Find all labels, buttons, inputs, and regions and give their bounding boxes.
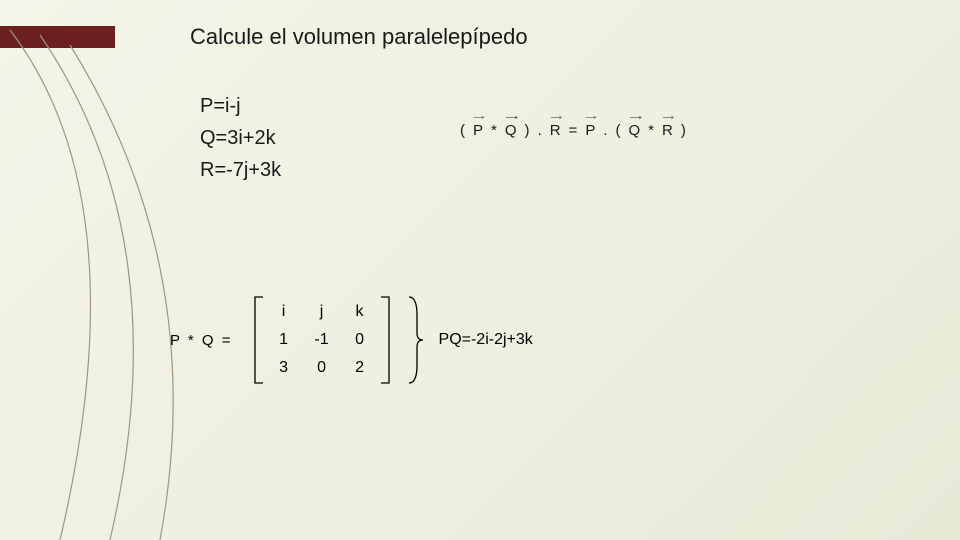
matrix-wrap: i j k 1 -1 0 3 0 2 PQ=-2i-2j+3k [251,295,533,385]
matrix-label: P * Q = [170,332,233,349]
cell-r2c1: 0 [303,359,341,377]
left-bracket-icon [251,295,265,385]
cell-r1c2: 0 [341,331,379,349]
vector-r: R=-7j+3k [200,154,281,186]
cell-r0c2: k [341,303,379,321]
right-bracket-icon [379,295,393,385]
cell-r2c2: 2 [341,359,379,377]
vector-q: Q=3i+2k [200,122,281,154]
matrix-result: PQ=-2i-2j+3k [439,331,533,349]
accent-bar [0,26,115,48]
vector-definitions: P=i-j Q=3i+2k R=-7j+3k [200,90,281,186]
vec-p2: P [585,122,597,139]
vec-r: R [550,122,563,139]
formula-identity: ( P * Q ) . R = P . ( Q * R ) [460,122,688,139]
vector-p: P=i-j [200,90,281,122]
decorative-curves [0,0,260,540]
cell-r1c1: -1 [303,331,341,349]
star: * [491,122,499,139]
rparen2: ) [681,122,688,139]
matrix-expression: P * Q = i j k 1 -1 0 3 0 2 PQ=-2i-2j+3k [170,295,533,385]
cell-r0c0: i [265,303,303,321]
cell-r2c0: 3 [265,359,303,377]
eq: = [569,122,580,139]
dot2: . [603,122,609,139]
dot: . [538,122,544,139]
star2: * [648,122,656,139]
rparen: ) [525,122,532,139]
vec-r2: R [662,122,675,139]
vec-q2: Q [629,122,643,139]
right-brace-icon [405,295,425,385]
cell-r0c1: j [303,303,341,321]
matrix-grid: i j k 1 -1 0 3 0 2 [265,298,379,382]
slide-title: Calcule el volumen paralelepípedo [190,24,528,50]
lparen: ( [460,122,467,139]
lparen2: ( [616,122,623,139]
vec-p: P [473,122,485,139]
vec-q: Q [505,122,519,139]
cell-r1c0: 1 [265,331,303,349]
